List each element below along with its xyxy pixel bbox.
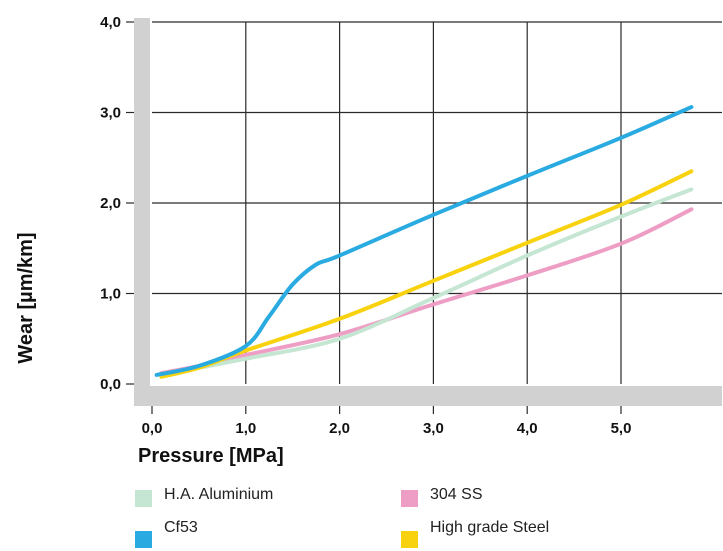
series-lines <box>154 105 694 379</box>
y-axis-title: Wear [µm/km] <box>15 232 37 363</box>
legend-swatch-ha-aluminium <box>135 490 152 507</box>
y-tick-label: 1,0 <box>100 286 121 303</box>
y-tick-label: 3,0 <box>100 105 121 122</box>
x-tick-label: 1,0 <box>235 420 256 437</box>
legend-swatch-304-ss <box>401 490 418 507</box>
series-line-cf53 <box>154 105 694 377</box>
legend-label-high-grade-steel: High grade Steel <box>430 519 549 536</box>
y-axis-bar <box>134 18 150 406</box>
legend-swatch-high-grade-steel <box>401 531 418 548</box>
legend-label-304-ss: 304 SS <box>430 486 482 503</box>
legend-label-cf53: Cf53 <box>164 519 198 536</box>
x-tick-label: 2,0 <box>329 420 350 437</box>
series-line-h-a-aluminium <box>159 187 694 377</box>
series-line-high-grade-steel <box>159 169 694 379</box>
legend: H.A. Aluminium Cf53 304 SS High grade St… <box>135 486 549 548</box>
y-tick-label: 4,0 <box>100 14 121 31</box>
legend-swatch-cf53 <box>135 531 152 548</box>
y-axis-ticks: 0,0 1,0 2,0 3,0 4,0 <box>100 14 134 393</box>
x-axis-title: Pressure [MPa] <box>138 445 284 467</box>
x-tick-label: 4,0 <box>517 420 538 437</box>
x-tick-label: 0,0 <box>142 420 163 437</box>
x-tick-label: 3,0 <box>423 420 444 437</box>
x-axis-bar <box>134 386 722 406</box>
grid-lines <box>152 21 722 384</box>
y-tick-label: 2,0 <box>100 195 121 212</box>
x-axis-ticks: 0,0 1,0 2,0 3,0 4,0 5,0 <box>142 406 632 437</box>
legend-label-ha-aluminium: H.A. Aluminium <box>164 486 273 503</box>
x-tick-label: 5,0 <box>611 420 632 437</box>
y-tick-label: 0,0 <box>100 376 121 393</box>
